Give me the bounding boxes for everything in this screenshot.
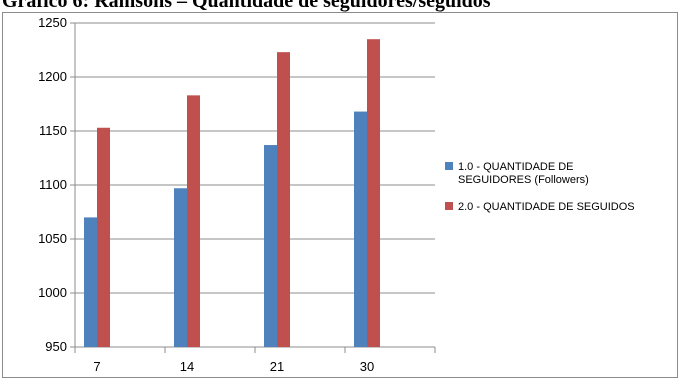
bar-series1-7 [84,217,97,347]
y-tick-label: 1100 [39,177,67,192]
x-tick-label: 30 [360,359,374,374]
x-tick-label: 7 [93,359,100,374]
bar-series1-30 [354,111,367,347]
x-tick-label: 14 [180,359,194,374]
legend-swatch-2 [445,202,453,210]
chart-title: Gráfico 6: Ramsons – Quantidade de segui… [2,0,491,12]
y-tick-label: 1150 [39,123,67,138]
legend-swatch-1 [445,162,453,170]
legend-label-2: 2.0 - QUANTIDADE DE SEGUIDOS [458,201,635,213]
bar-series2-30 [367,39,380,347]
y-tick-label: 1200 [38,69,67,84]
bar-series1-14 [174,188,187,347]
y-tick-label: 950 [45,339,67,354]
legend-label-1: 1.0 - QUANTIDADE DE SEGUIDORES (Followers… [458,161,589,186]
chart-frame [2,12,678,378]
bar-series1-21 [264,145,277,347]
y-tick-label: 1000 [38,285,67,300]
y-tick-label: 1250 [38,15,67,30]
y-tick-label: 1050 [38,231,67,246]
bar-series2-7 [97,127,110,347]
bar-series2-14 [187,95,200,347]
bar-series2-21 [277,52,290,347]
x-tick-label: 21 [270,359,284,374]
